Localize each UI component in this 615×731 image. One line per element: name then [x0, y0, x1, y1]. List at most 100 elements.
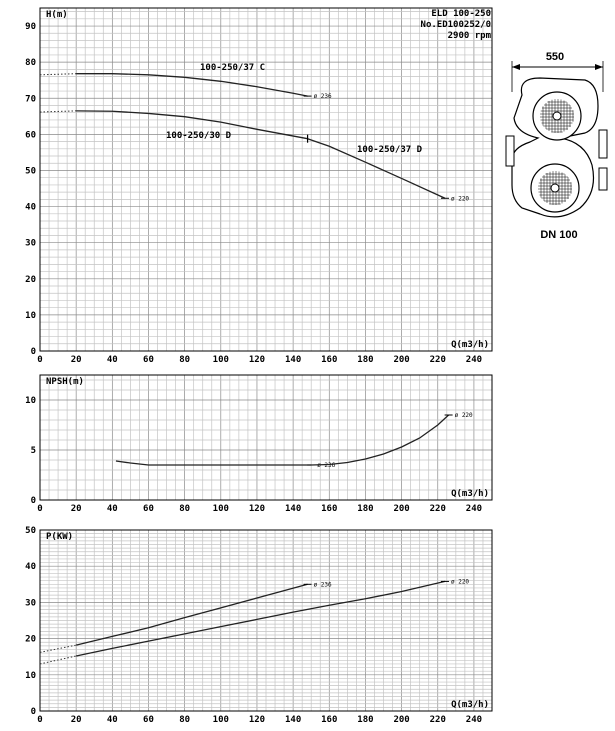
plot-frame	[39, 7, 493, 352]
plot-frame	[39, 529, 493, 712]
right-flange-top	[598, 129, 608, 159]
panel-npsh: 0 20 40 60 80 100 120 140 160 180 200 220 240 0 5 10 NPS…	[25, 374, 493, 514]
x-tick-label: 60	[143, 715, 154, 725]
series-line-1	[311, 414, 450, 466]
upper-impeller-hub	[552, 111, 562, 121]
x-tick-label: 80	[179, 355, 190, 365]
x-tick-label: 100	[213, 504, 229, 514]
x-tick-label: 20	[71, 715, 82, 725]
y-tick-label: 30	[25, 239, 36, 249]
panel-head: 0 20 40 60 80 100 120 140 160 180 200 220 240 0 10 20 30…	[25, 7, 493, 365]
series-dotted-0	[39, 73, 77, 76]
y-tick-label: 50	[25, 166, 36, 176]
x-axis-label: Q(m3/h)	[451, 489, 489, 499]
x-tick-label: 40	[107, 355, 118, 365]
x-tick-label: 240	[466, 715, 482, 725]
diameter-label: ø 236	[314, 93, 332, 100]
y-tick-label: 60	[25, 130, 36, 140]
diameter-label: ø 220	[451, 195, 469, 202]
speed-label: 2900 rpm	[448, 31, 492, 41]
diameter-label: ø 236	[317, 462, 335, 469]
series-line-0	[76, 583, 308, 646]
x-tick-label: 200	[393, 355, 409, 365]
y-axis-label: H(m)	[46, 10, 68, 20]
flange-size-label: DN 100	[540, 229, 577, 241]
plot-frame	[39, 374, 493, 501]
diameter-label: ø 220	[451, 578, 469, 585]
lower-impeller-hub	[550, 183, 560, 193]
x-tick-label: 160	[321, 355, 337, 365]
dimension-arrow-left	[512, 64, 520, 70]
y-tick-label: 0	[31, 496, 36, 506]
x-tick-label: 240	[466, 355, 482, 365]
x-tick-label: 120	[249, 504, 265, 514]
y-tick-label: 90	[25, 22, 36, 32]
y-tick-label: 5	[31, 446, 36, 456]
y-tick-label: 40	[25, 562, 36, 572]
x-tick-label: 20	[71, 355, 82, 365]
x-tick-label: 0	[37, 504, 42, 514]
number-label: No.ED100252/0	[421, 20, 491, 30]
x-axis-label: Q(m3/h)	[451, 700, 489, 710]
x-tick-label: 120	[249, 355, 265, 365]
x-tick-label: 120	[249, 715, 265, 725]
y-tick-label: 10	[25, 671, 36, 681]
y-tick-label: 20	[25, 635, 36, 645]
x-tick-label: 40	[107, 715, 118, 725]
series-line-1	[76, 580, 446, 657]
x-tick-label: 0	[37, 355, 42, 365]
y-tick-label: 40	[25, 203, 36, 213]
left-flange-top	[505, 135, 515, 167]
series-dotted-1	[39, 110, 77, 113]
y-tick-label: 0	[31, 707, 36, 717]
y-tick-label: 50	[25, 526, 36, 536]
x-tick-label: 180	[357, 504, 373, 514]
curve-label-30d: 100-250/30 D	[166, 131, 232, 141]
series-line-1	[76, 110, 308, 140]
y-tick-label: 70	[25, 94, 36, 104]
x-tick-label: 220	[430, 504, 446, 514]
right-flange-bottom	[598, 167, 608, 191]
y-axis-label: NPSH(m)	[46, 377, 84, 387]
x-tick-label: 0	[37, 715, 42, 725]
x-tick-label: 60	[143, 504, 154, 514]
x-tick-label: 220	[430, 715, 446, 725]
diameter-label: ø 236	[314, 581, 332, 588]
x-tick-label: 100	[213, 715, 229, 725]
series-dotted-0	[39, 644, 77, 653]
y-tick-label: 20	[25, 275, 36, 285]
x-tick-label: 100	[213, 355, 229, 365]
x-tick-label: 180	[357, 715, 373, 725]
series-line-2	[307, 138, 446, 199]
x-tick-label: 80	[179, 504, 190, 514]
y-axis-label: P(KW)	[46, 532, 73, 542]
x-tick-label: 160	[321, 715, 337, 725]
pump-schematic-figure: 550 DN 100	[505, 51, 608, 241]
x-tick-label: 140	[285, 504, 301, 514]
series-line-0	[76, 73, 308, 97]
panel-power: 0 20 40 60 80 100 120 140 160 180 200 220 240 0 10 20 30…	[25, 526, 493, 725]
x-tick-label: 20	[71, 504, 82, 514]
y-tick-label: 10	[25, 396, 36, 406]
y-tick-label: 0	[31, 347, 36, 357]
series-dotted-1	[39, 655, 77, 665]
y-tick-label: 30	[25, 598, 36, 608]
upper-impeller-grid	[540, 99, 574, 133]
x-tick-label: 80	[179, 715, 190, 725]
x-tick-label: 40	[107, 504, 118, 514]
x-tick-label: 180	[357, 355, 373, 365]
x-tick-label: 200	[393, 715, 409, 725]
y-tick-label: 10	[25, 311, 36, 321]
dimension-arrow-right	[595, 64, 603, 70]
x-tick-label: 240	[466, 504, 482, 514]
x-axis-label: Q(m3/h)	[451, 340, 489, 350]
x-tick-label: 220	[430, 355, 446, 365]
x-tick-label: 140	[285, 355, 301, 365]
x-tick-label: 160	[321, 504, 337, 514]
y-tick-label: 80	[25, 58, 36, 68]
curve-label-37d: 100-250/37 D	[357, 145, 423, 155]
diameter-label: ø 220	[455, 412, 473, 419]
x-tick-label: 140	[285, 715, 301, 725]
series-line-0	[115, 460, 312, 466]
